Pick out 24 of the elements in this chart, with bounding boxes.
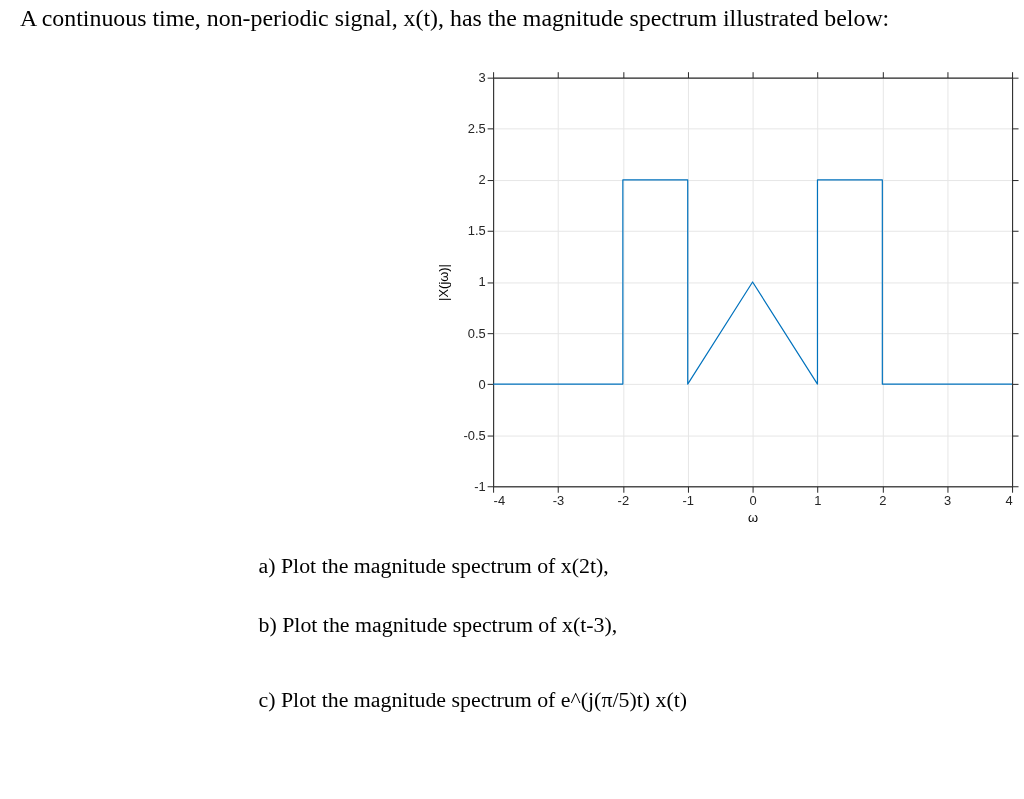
- y-axis-title: |X(jω)|: [436, 264, 452, 301]
- y-tick-label: 2: [478, 172, 486, 188]
- x-tick-label: 2: [879, 492, 887, 508]
- x-tick-label: 0: [749, 492, 757, 508]
- y-tick-label: 2.5: [467, 121, 486, 137]
- y-tick-label: 0: [478, 376, 486, 392]
- y-tick-label: 1.5: [467, 223, 486, 239]
- y-tick-label: 1: [478, 274, 486, 290]
- y-tick-label: -1: [474, 478, 486, 494]
- x-tick-label: -4: [493, 492, 506, 508]
- text: b) Plot the magnitude spectrum of x(t-3),: [258, 613, 618, 638]
- y-tick-label: 3: [478, 70, 486, 86]
- x-axis-title: ω: [748, 509, 759, 525]
- text: a) Plot the magnitude spectrum of x(2t),: [258, 553, 609, 578]
- x-tick-label: -1: [682, 492, 694, 508]
- x-tick-label: 1: [814, 492, 822, 508]
- x-tick-label: 3: [944, 492, 952, 508]
- y-tick-label: 0.5: [467, 325, 486, 341]
- x-tick-label: 4: [1005, 492, 1013, 508]
- y-tick-label: -0.5: [463, 427, 486, 443]
- chart-title: A continuous time, non-periodic signal, x(t), has the magnitude spectrum illustrated below:: [19, 4, 890, 31]
- x-tick-label: -2: [617, 492, 630, 508]
- text: c) Plot the magnitude spectrum of e^(j(π/5)t) x(t): [258, 687, 688, 712]
- x-tick-label: -3: [552, 492, 565, 508]
